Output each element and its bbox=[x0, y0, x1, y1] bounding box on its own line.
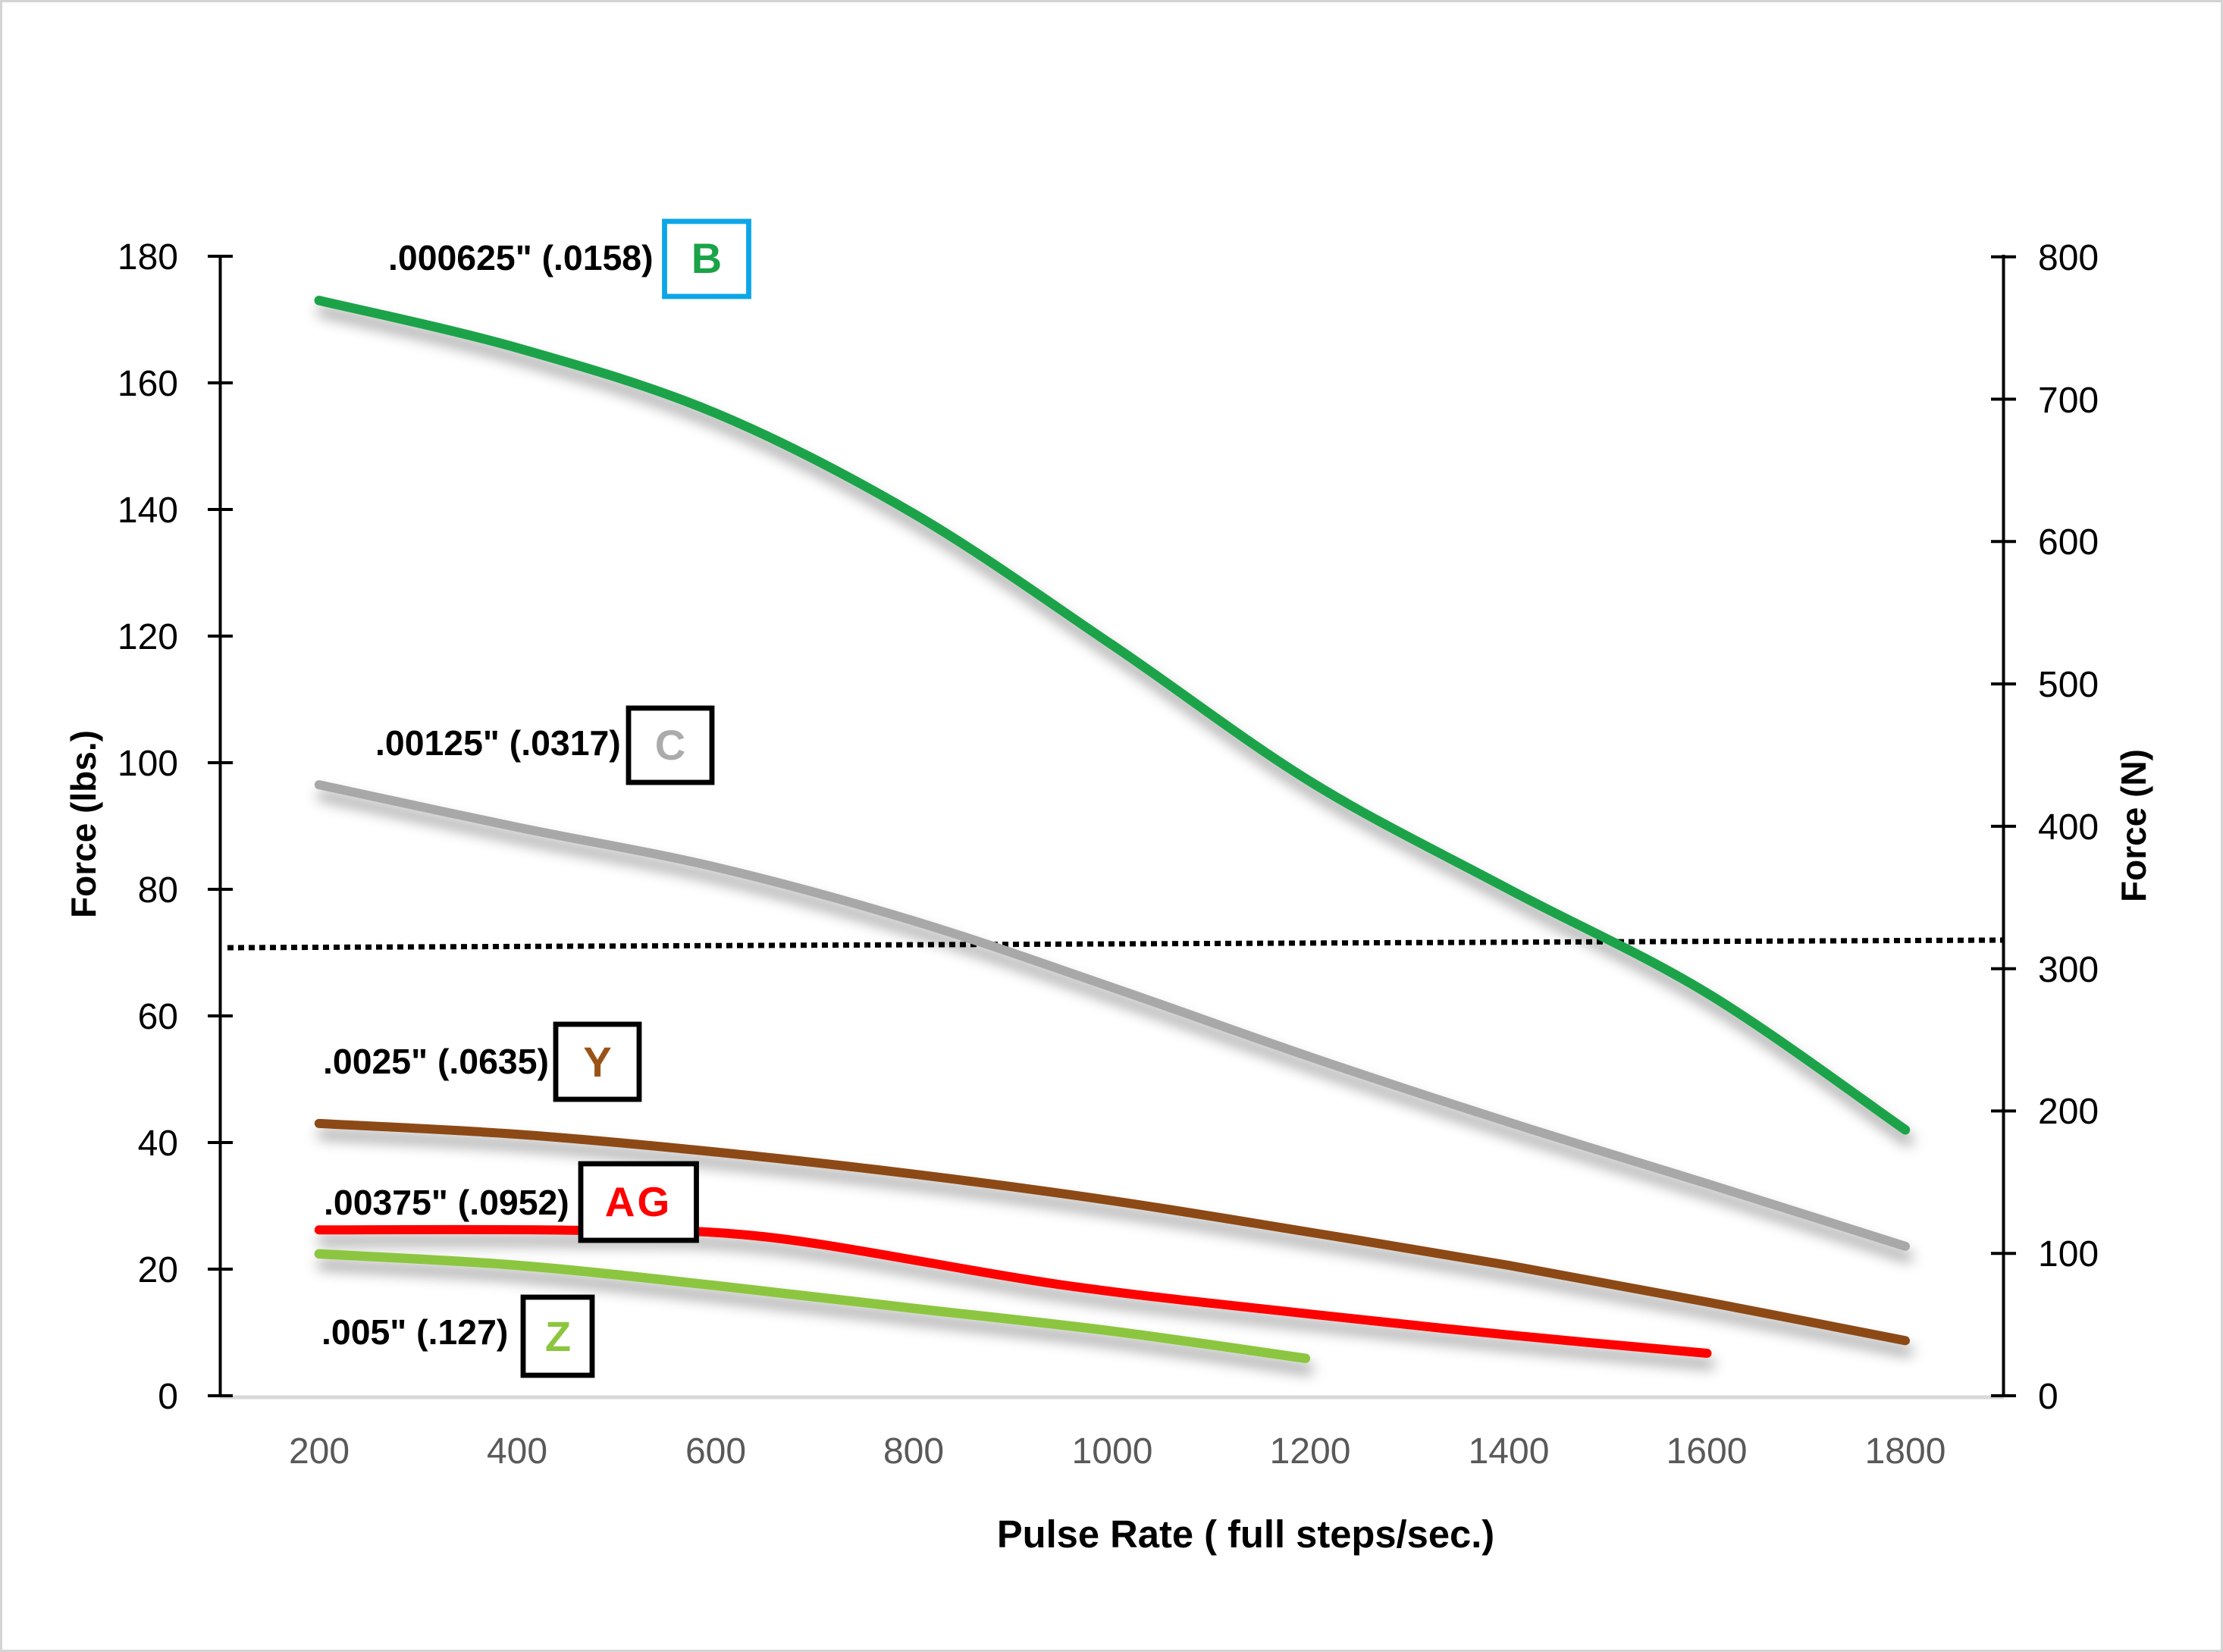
svg-text:.005" (.127): .005" (.127) bbox=[321, 1312, 508, 1352]
svg-text:AG: AG bbox=[605, 1178, 673, 1225]
svg-text:Y: Y bbox=[583, 1038, 611, 1086]
svg-text:300: 300 bbox=[2038, 950, 2099, 990]
svg-text:200: 200 bbox=[289, 1431, 350, 1472]
svg-text:0: 0 bbox=[2038, 1377, 2058, 1417]
svg-text:Force (N): Force (N) bbox=[2114, 749, 2153, 902]
svg-text:40: 40 bbox=[138, 1124, 178, 1164]
svg-text:600: 600 bbox=[2038, 522, 2099, 563]
svg-text:1200: 1200 bbox=[1270, 1431, 1351, 1472]
svg-text:160: 160 bbox=[118, 364, 178, 404]
svg-text:1400: 1400 bbox=[1469, 1431, 1550, 1472]
svg-text:Pulse Rate ( full steps/sec.): Pulse Rate ( full steps/sec.) bbox=[997, 1513, 1494, 1556]
svg-text:400: 400 bbox=[2038, 807, 2099, 848]
svg-text:180: 180 bbox=[118, 237, 178, 277]
svg-text:1800: 1800 bbox=[1865, 1431, 1946, 1472]
svg-text:700: 700 bbox=[2038, 381, 2099, 421]
svg-text:.0025" (.0635): .0025" (.0635) bbox=[323, 1042, 549, 1081]
svg-text:C: C bbox=[655, 721, 685, 769]
svg-text:.000625" (.0158): .000625" (.0158) bbox=[388, 238, 654, 277]
svg-text:500: 500 bbox=[2038, 665, 2099, 705]
svg-text:400: 400 bbox=[487, 1431, 547, 1472]
svg-text:800: 800 bbox=[2038, 238, 2099, 278]
svg-text:B: B bbox=[691, 234, 722, 282]
svg-text:600: 600 bbox=[685, 1431, 746, 1472]
svg-text:120: 120 bbox=[118, 617, 178, 657]
svg-text:.00125" (.0317): .00125" (.0317) bbox=[375, 723, 621, 763]
svg-text:0: 0 bbox=[158, 1377, 178, 1417]
svg-text:20: 20 bbox=[138, 1250, 178, 1290]
svg-text:140: 140 bbox=[118, 491, 178, 531]
svg-text:100: 100 bbox=[118, 744, 178, 784]
svg-text:200: 200 bbox=[2038, 1092, 2099, 1132]
svg-text:800: 800 bbox=[883, 1431, 944, 1472]
svg-text:1600: 1600 bbox=[1666, 1431, 1748, 1472]
svg-text:80: 80 bbox=[138, 870, 178, 911]
svg-text:Force (lbs.): Force (lbs.) bbox=[64, 730, 103, 918]
svg-text:1000: 1000 bbox=[1072, 1431, 1153, 1472]
svg-text:100: 100 bbox=[2038, 1234, 2099, 1274]
svg-text:.00375" (.0952): .00375" (.0952) bbox=[324, 1183, 569, 1222]
svg-text:Z: Z bbox=[545, 1312, 571, 1360]
svg-text:60: 60 bbox=[138, 997, 178, 1037]
